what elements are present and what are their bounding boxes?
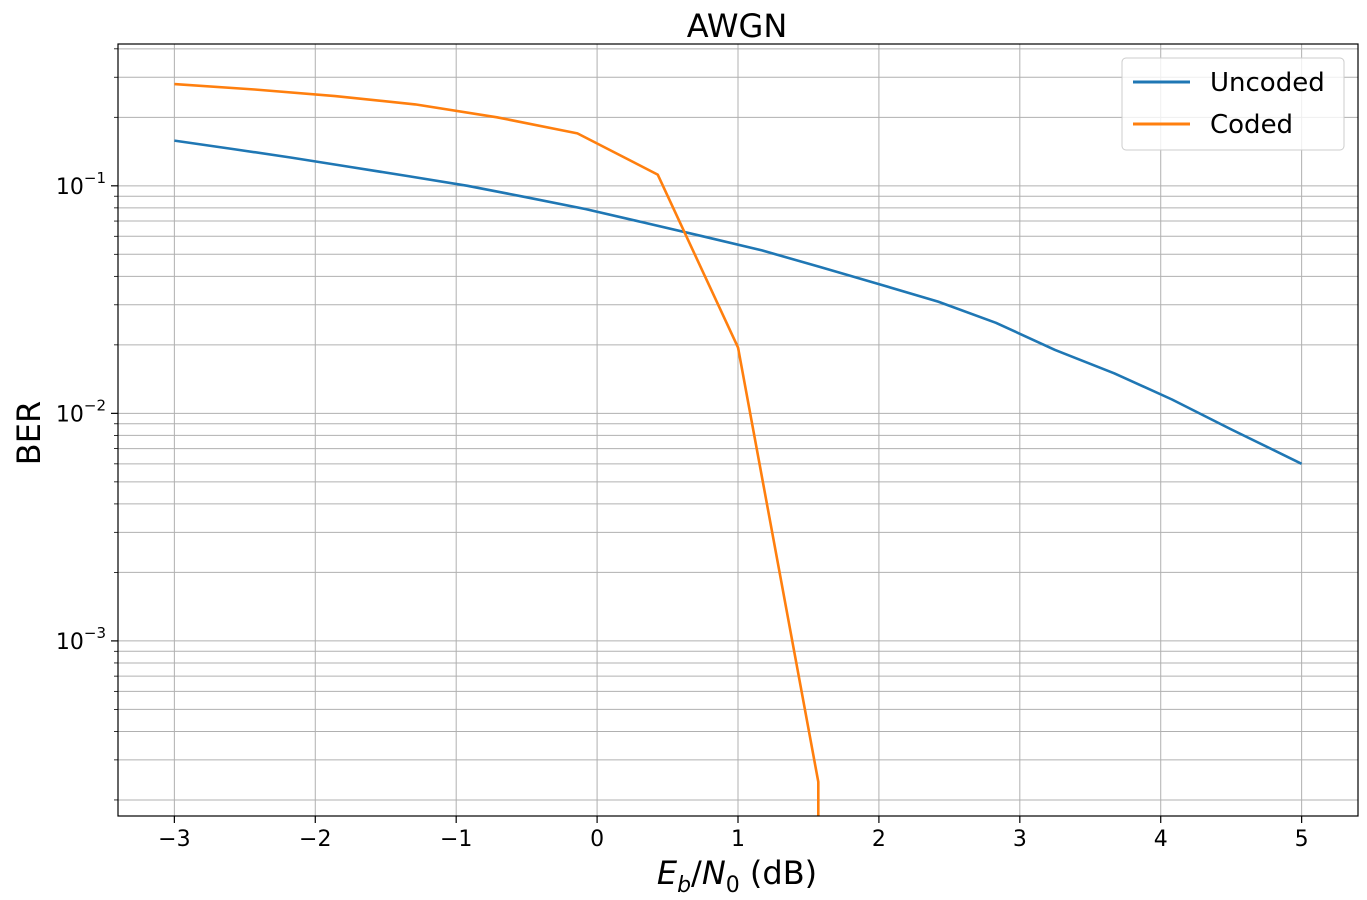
x-axis-label: Eb/N0 (dB) bbox=[657, 854, 817, 898]
series-line-uncoded bbox=[174, 139, 1303, 465]
x-tick-label: 1 bbox=[731, 827, 745, 852]
series-layer bbox=[174, 82, 1303, 816]
legend-label-uncoded: Uncoded bbox=[1210, 68, 1325, 98]
x-tick-label: 3 bbox=[1013, 827, 1027, 852]
x-tick-label: 0 bbox=[590, 827, 604, 852]
series-line-coded bbox=[174, 82, 820, 816]
x-tick-label: −1 bbox=[440, 827, 472, 852]
x-tick-labels: −3 −2 −1 0 1 2 3 4 5 bbox=[158, 827, 1308, 852]
x-tick-label: 4 bbox=[1154, 827, 1168, 852]
legend: Uncoded Coded bbox=[1121, 57, 1345, 151]
x-tick-label: 5 bbox=[1295, 827, 1309, 852]
legend-label-coded: Coded bbox=[1210, 110, 1293, 140]
y-tick-label: 10−2 bbox=[56, 396, 106, 427]
chart-title: AWGN bbox=[687, 7, 788, 45]
x-tick-label: 2 bbox=[872, 827, 886, 852]
y-tick-label: 10−3 bbox=[56, 624, 106, 655]
y-tick-label: 10−1 bbox=[56, 169, 106, 200]
x-tick-label: −2 bbox=[299, 827, 331, 852]
x-tick-label: −3 bbox=[158, 827, 190, 852]
y-axis-label: BER bbox=[10, 401, 48, 465]
y-tick-labels: 10−1 10−2 10−3 bbox=[56, 169, 106, 655]
tick-marks bbox=[111, 48, 1303, 823]
grid bbox=[118, 44, 1358, 816]
